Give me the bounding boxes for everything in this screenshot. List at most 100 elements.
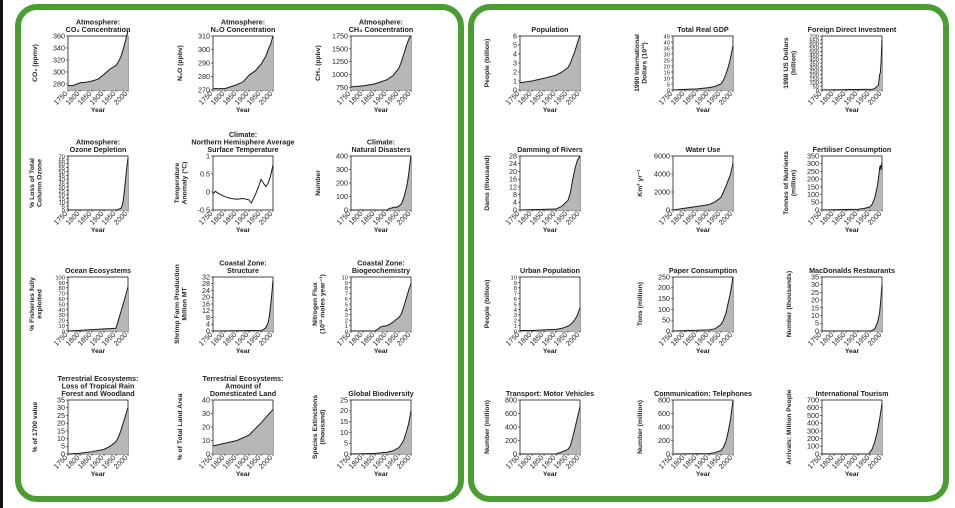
y-tick-label: 25 (811, 288, 819, 297)
x-axis-label: Year (374, 348, 389, 355)
series-area (673, 400, 733, 454)
plot-frame (821, 276, 883, 332)
y-axis-label: (thousand) (320, 409, 327, 444)
chart-title-line: Communication: Telephones (654, 389, 752, 398)
y-axis-label: Temperature (174, 162, 181, 203)
chart-title-line: Global Biodiversity (348, 389, 414, 398)
y-tick-label: 3 (345, 313, 348, 319)
y-tick-label: 280 (198, 72, 210, 81)
y-tick-label: 9 (514, 281, 517, 287)
chart-title-line: MacDonalds Restaurants (809, 266, 895, 275)
plot-frame (212, 276, 274, 332)
chart-svg: Population012345617501800185019001950200… (484, 25, 581, 114)
x-axis-label: Year (374, 227, 389, 234)
y-tick-label: 20 (59, 319, 65, 325)
series-line (350, 35, 412, 88)
y-tick-label: 1 (206, 151, 210, 160)
y-axis-label: People (billion) (484, 280, 491, 329)
x-axis-label: Year (696, 471, 711, 478)
y-axis-label: N₂O (ppbv) (177, 45, 184, 81)
plot-frame (212, 155, 274, 211)
series-area (351, 410, 411, 454)
y-tick-label: 300 (809, 65, 819, 71)
chart-title-line: Atmosphere: (359, 18, 403, 27)
y-tick-label: 5 (62, 205, 65, 211)
x-axis-label: Year (543, 471, 558, 478)
chart-svg: Urban Population012345678910175018001850… (484, 266, 581, 355)
y-tick-label: 25 (340, 395, 348, 404)
series-line (212, 164, 274, 204)
series-line (67, 30, 129, 87)
series-line (821, 284, 883, 332)
series-area (673, 277, 733, 331)
y-tick-label: 80 (59, 286, 65, 292)
y-tick-label: 2 (345, 319, 348, 325)
chart-macdonalds-restaurants: MacDonalds Restaurants 0 5 10 15 20 25 30 35 1750… (782, 251, 898, 355)
y-axis-label: Shrimp Farm Production (174, 264, 181, 344)
chart-title-line: Northern Hemisphere Average (191, 138, 294, 147)
y-tick-label: 30 (57, 403, 65, 412)
y-tick-label: 5 (514, 302, 517, 308)
series-line (672, 399, 734, 455)
chart-svg: Foreign Direct Investment 050100150200250… (783, 25, 897, 114)
y-tick-label: -0.5 (198, 205, 210, 214)
y-tick-label: 50 (59, 170, 65, 176)
x-tick-label: 2000 (395, 89, 413, 107)
y-tick-label: 0 (62, 208, 65, 214)
y-tick-label: 1 (514, 324, 517, 330)
y-tick-label: 50 (813, 85, 819, 91)
chart-svg: Water Use0200040006000175018001850190019… (637, 145, 734, 234)
y-tick-label: 0 (513, 205, 517, 214)
series-line (519, 34, 581, 84)
chart-title-line: Surface Temperature (207, 145, 278, 154)
y-tick-label: 600 (505, 409, 517, 418)
y-tick-label: 1 (345, 324, 348, 330)
chart-svg: Atmosphere:N₂O Concentration 270 280 290 300… (177, 18, 275, 114)
x-axis-label: Year (696, 227, 711, 234)
y-tick-label: 2000 (654, 187, 670, 196)
chart-title-line: Climate: (229, 130, 257, 139)
y-tick-label: 3 (514, 313, 517, 319)
y-tick-label: 280 (53, 79, 65, 88)
series-area (213, 409, 273, 454)
chart-svg: Global Biodiversity051015202517501800185… (312, 389, 414, 478)
series-line (212, 409, 274, 447)
y-axis-label: CO₂ (ppmv) (32, 44, 39, 82)
y-tick-label: 340 (53, 43, 65, 52)
chart-svg: Communication: Telephones020040060080017… (637, 389, 752, 478)
y-tick-label: 20 (57, 419, 65, 428)
x-tick-label: 2000 (257, 330, 275, 348)
series-area (822, 39, 882, 90)
y-tick-label: 500 (807, 411, 819, 420)
chart-title-line: CO₂ Concentration (66, 25, 131, 34)
series-area (673, 163, 733, 210)
series-area (673, 45, 733, 90)
y-tick-label: 10 (811, 311, 819, 320)
chart-svg: Paper Consumption05010015020025017501800… (637, 266, 737, 355)
y-tick-label: 200 (505, 436, 517, 445)
y-tick-label: 450 (809, 54, 819, 60)
y-axis-label: Nitrogen Flux (312, 282, 319, 326)
chart-title-line: Population (531, 25, 568, 34)
chart-foreign-direct-investment: Foreign Direct Investment 0 50 100 150 200 250… (782, 10, 898, 114)
y-tick-label: 30 (811, 280, 819, 289)
y-tick-label: 200 (807, 434, 819, 443)
y-axis-label: % of 1700 value (32, 401, 39, 452)
series-area (822, 403, 882, 454)
x-tick-label: 2000 (257, 209, 275, 227)
y-tick-label: 800 (658, 395, 670, 404)
y-axis-label: Anomaly (°C) (181, 162, 189, 205)
y-tick-label: 45 (59, 174, 65, 180)
y-tick-label: 70 (59, 292, 65, 298)
series-area (213, 36, 273, 90)
y-tick-label: 30 (59, 313, 65, 319)
y-tick-label: 35 (59, 181, 65, 187)
chart-title-line: CH₄ Concentration (349, 25, 414, 34)
series-area (68, 407, 128, 454)
y-tick-label: 0 (61, 449, 65, 458)
y-tick-label: 30 (664, 52, 670, 58)
y-axis-label: People (billion) (484, 39, 491, 88)
y-tick-label: 250 (658, 272, 670, 281)
y-tick-label: 320 (53, 55, 65, 64)
x-axis-label: Year (374, 107, 389, 114)
